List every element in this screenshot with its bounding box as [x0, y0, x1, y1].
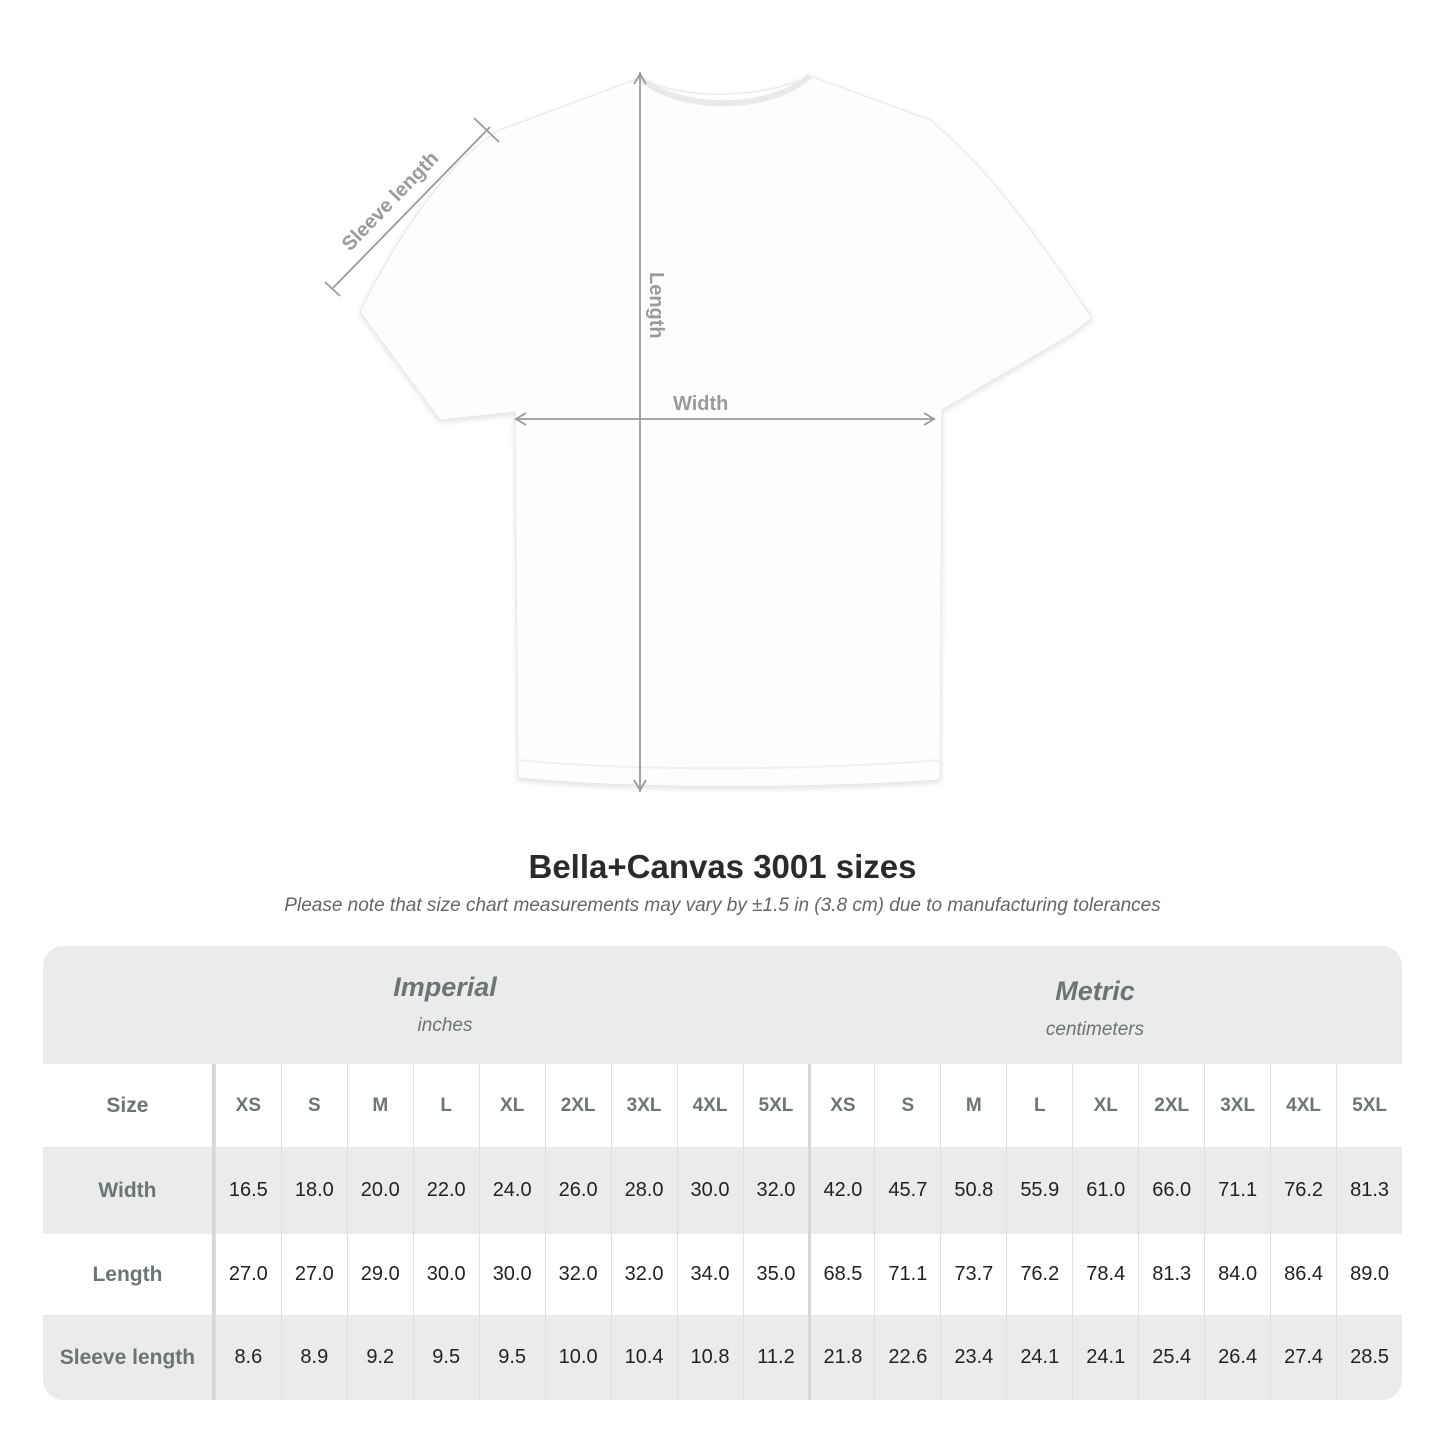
metric-value: 25.4 [1138, 1315, 1204, 1400]
imperial-value: 10.8 [676, 1315, 743, 1400]
imperial-value: 27.0 [214, 1234, 281, 1315]
size-header-row: Size XS S M L XL 2XL 3XL 4XL 5XL XS S M L XL 2XL 3XL 4XL 5… [43, 1064, 1402, 1147]
metric-value: 86.4 [1270, 1234, 1336, 1315]
table-row: Width 16.5 18.0 20.0 22.0 24.0 26.0 28.0 30.0 32.… [43, 1147, 1402, 1234]
size-header-imperial: 5XL [742, 1064, 809, 1147]
metric-value: 50.8 [940, 1147, 1006, 1234]
metric-value: 78.4 [1072, 1234, 1138, 1315]
size-header-metric: XL [1072, 1064, 1138, 1147]
imperial-title: Imperial [393, 972, 497, 1002]
imperial-value: 30.0 [478, 1234, 545, 1315]
imperial-value: 30.0 [676, 1147, 743, 1234]
metric-value: 84.0 [1204, 1234, 1270, 1315]
metric-value: 45.7 [874, 1147, 940, 1234]
metric-value: 76.2 [1006, 1234, 1072, 1315]
metric-title: Metric [1055, 976, 1135, 1006]
imperial-value: 8.6 [214, 1315, 281, 1400]
size-label: Size [43, 1064, 215, 1147]
imperial-value: 34.0 [676, 1234, 743, 1315]
imperial-value: 18.0 [280, 1147, 347, 1234]
metric-value: 42.0 [808, 1147, 874, 1234]
metric-value: 68.5 [808, 1234, 874, 1315]
imperial-unit: inches [417, 1015, 473, 1036]
imperial-value: 28.0 [610, 1147, 677, 1234]
imperial-value: 27.0 [280, 1234, 347, 1315]
metric-value: 27.4 [1270, 1315, 1336, 1400]
metric-value: 89.0 [1336, 1234, 1402, 1315]
metric-value: 71.1 [874, 1234, 940, 1315]
metric-value: 71.1 [1204, 1147, 1270, 1234]
imperial-value: 9.5 [478, 1315, 545, 1400]
imperial-value: 10.0 [544, 1315, 611, 1400]
imperial-value: 8.9 [280, 1315, 347, 1400]
chart-title: Bella+Canvas 3001 sizes [528, 848, 917, 885]
imperial-value: 24.0 [478, 1147, 545, 1234]
imperial-value: 32.0 [742, 1147, 809, 1234]
size-header-imperial: M [346, 1064, 413, 1147]
metric-value: 22.6 [874, 1315, 940, 1400]
size-header-imperial: L [412, 1064, 479, 1147]
row-label: Width [43, 1147, 215, 1234]
metric-value: 73.7 [940, 1234, 1006, 1315]
metric-value: 55.9 [1006, 1147, 1072, 1234]
size-header-imperial: S [280, 1064, 347, 1147]
size-header-metric: 3XL [1204, 1064, 1270, 1147]
size-header-imperial: 3XL [610, 1064, 677, 1147]
metric-value: 24.1 [1072, 1315, 1138, 1400]
metric-unit: centimeters [1045, 1019, 1145, 1040]
size-header-metric: M [940, 1064, 1006, 1147]
metric-value: 81.3 [1336, 1147, 1402, 1234]
size-header-metric: S [874, 1064, 940, 1147]
size-header-imperial: 4XL [676, 1064, 743, 1147]
imperial-value: 32.0 [610, 1234, 677, 1315]
imperial-value: 30.0 [412, 1234, 479, 1315]
imperial-value: 11.2 [742, 1315, 809, 1400]
imperial-value: 9.5 [412, 1315, 479, 1400]
metric-value: 76.2 [1270, 1147, 1336, 1234]
size-header-imperial: 2XL [544, 1064, 611, 1147]
size-table: Imperial inches Metric centimeters Size X… [43, 946, 1402, 1400]
imperial-value: 22.0 [412, 1147, 479, 1234]
size-header-imperial: XL [478, 1064, 545, 1147]
size-header-metric: L [1006, 1064, 1072, 1147]
imperial-value: 26.0 [544, 1147, 611, 1234]
imperial-value: 20.0 [346, 1147, 413, 1234]
unit-header: Imperial inches Metric centimeters [43, 946, 1402, 1064]
metric-header: Metric centimeters [865, 976, 1325, 1041]
measurement-lines [324, 72, 936, 792]
size-header-metric: XS [808, 1064, 874, 1147]
metric-value: 23.4 [940, 1315, 1006, 1400]
size-header-imperial: XS [214, 1064, 281, 1147]
tshirt-shape [359, 75, 1093, 787]
metric-value: 66.0 [1138, 1147, 1204, 1234]
tshirt-diagram: Sleeve length Length Width [324, 72, 1093, 792]
length-label: Length [645, 272, 667, 339]
metric-value: 28.5 [1336, 1315, 1402, 1400]
width-label: Width [673, 393, 728, 415]
size-header-metric: 2XL [1138, 1064, 1204, 1147]
imperial-value: 10.4 [610, 1315, 677, 1400]
tolerance-note: Please note that size chart measurements… [284, 895, 1161, 916]
row-label: Length [43, 1234, 215, 1315]
size-header-metric: 4XL [1270, 1064, 1336, 1147]
imperial-value: 35.0 [742, 1234, 809, 1315]
metric-value: 61.0 [1072, 1147, 1138, 1234]
table-row: Length 27.0 27.0 29.0 30.0 30.0 32.0 32.0 34.0 35… [43, 1234, 1402, 1315]
metric-value: 26.4 [1204, 1315, 1270, 1400]
metric-value: 81.3 [1138, 1234, 1204, 1315]
table-row: Sleeve length 8.6 8.9 9.2 9.5 9.5 10.0 10.4 10.8… [43, 1315, 1402, 1400]
imperial-value: 32.0 [544, 1234, 611, 1315]
metric-value: 21.8 [808, 1315, 874, 1400]
size-header-metric: 5XL [1336, 1064, 1402, 1147]
imperial-value: 29.0 [346, 1234, 413, 1315]
metric-value: 24.1 [1006, 1315, 1072, 1400]
imperial-header: Imperial inches [215, 972, 675, 1037]
imperial-value: 16.5 [214, 1147, 281, 1234]
row-label: Sleeve length [43, 1315, 215, 1400]
imperial-value: 9.2 [346, 1315, 413, 1400]
